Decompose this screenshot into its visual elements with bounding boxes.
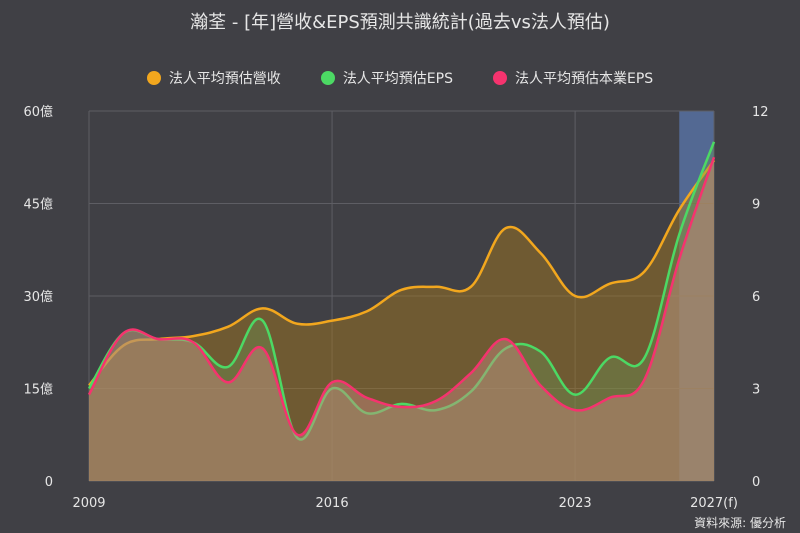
legend-dot-revenue xyxy=(146,71,161,85)
y-left-tick-label: 15億 xyxy=(23,382,53,398)
y-right-tick-label: 3 xyxy=(752,383,760,398)
legend-dot-core-eps xyxy=(493,71,507,85)
y-right-tick-label: 9 xyxy=(752,198,760,213)
y-left-tick-label: 45億 xyxy=(23,197,53,213)
y-left-tick-label: 60億 xyxy=(23,104,53,120)
y-left-tick-label: 30億 xyxy=(23,289,53,305)
line-core-eps xyxy=(87,156,716,437)
legend-label-core-eps: 法人平均預估本業EPS xyxy=(515,71,654,87)
x-tick-label: 2023 xyxy=(559,496,592,511)
legend: 法人平均預估營收 法人平均預估EPS 法人平均預估本業EPS xyxy=(0,68,800,88)
source-note: 資料來源: 優分析 xyxy=(694,516,786,530)
legend-dot-eps xyxy=(320,71,335,85)
legend-item-eps[interactable]: 法人平均預估EPS xyxy=(320,68,453,88)
y-left-tick-label: 0 xyxy=(45,475,53,490)
x-tick-label: 2016 xyxy=(316,496,349,511)
legend-label-revenue: 法人平均預估營收 xyxy=(168,71,281,87)
x-tick-label: 2009 xyxy=(72,496,105,511)
chart-title: 瀚荃 - [年]營收&EPS預測共識統計(過去vs法人預估) xyxy=(190,12,610,33)
y-right-tick-label: 0 xyxy=(752,475,760,490)
y-right-tick-label: 12 xyxy=(752,105,769,120)
line-revenue xyxy=(88,159,716,387)
y-right-tick-label: 6 xyxy=(752,290,760,305)
legend-label-eps: 法人平均預估EPS xyxy=(342,71,453,87)
x-tick-label: 2027(f) xyxy=(690,496,738,511)
legend-item-revenue[interactable]: 法人平均預估營收 xyxy=(146,68,281,88)
area-eps xyxy=(89,141,714,482)
legend-item-core-eps[interactable]: 法人平均預估本業EPS xyxy=(493,68,653,88)
area-core-eps xyxy=(89,157,714,481)
